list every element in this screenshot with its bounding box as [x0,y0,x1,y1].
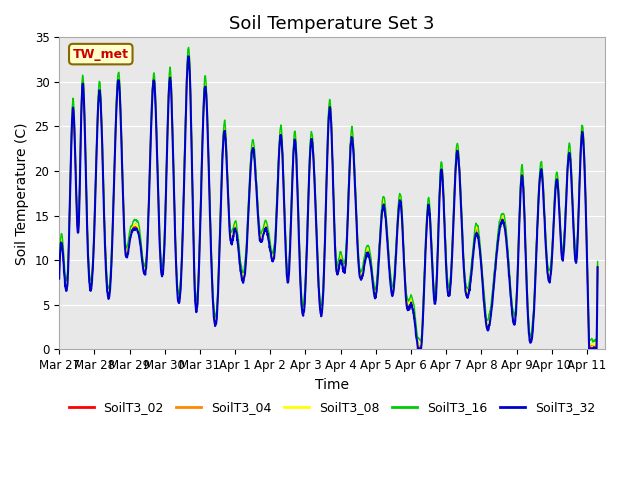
SoilT3_16 [184,45,192,50]
SoilT3_32 [594,264,602,270]
SoilT3_08 [185,48,193,54]
SoilT3_04 [578,127,586,132]
SoilT3_08 [83,198,90,204]
SoilT3_08 [55,271,63,276]
SoilT3_32 [579,129,586,134]
SoilT3_04 [55,271,63,276]
SoilT3_32 [303,244,311,250]
SoilT3_16 [317,302,325,308]
Line: SoilT3_02: SoilT3_02 [59,55,598,348]
SoilT3_32 [83,205,90,211]
SoilT3_02 [586,346,593,351]
Title: Soil Temperature Set 3: Soil Temperature Set 3 [229,15,435,33]
Line: SoilT3_32: SoilT3_32 [59,56,598,349]
SoilT3_32 [480,297,488,303]
SoilT3_08 [415,343,422,349]
SoilT3_16 [83,194,90,200]
SoilT3_02 [578,129,586,135]
SoilT3_32 [55,276,63,281]
Line: SoilT3_08: SoilT3_08 [59,51,598,346]
SoilT3_02 [303,240,311,246]
SoilT3_08 [480,288,488,294]
Legend: SoilT3_02, SoilT3_04, SoilT3_08, SoilT3_16, SoilT3_32: SoilT3_02, SoilT3_04, SoilT3_08, SoilT3_… [63,396,600,419]
SoilT3_08 [594,261,602,266]
SoilT3_02 [185,52,193,58]
SoilT3_32 [317,313,325,319]
SoilT3_32 [414,347,422,352]
SoilT3_08 [317,305,325,311]
SoilT3_04 [594,261,602,267]
SoilT3_04 [590,345,598,350]
Text: TW_met: TW_met [73,48,129,60]
SoilT3_32 [184,53,192,59]
SoilT3_02 [479,289,487,295]
X-axis label: Time: Time [315,378,349,392]
SoilT3_16 [479,282,487,288]
SoilT3_16 [579,123,586,129]
SoilT3_02 [579,128,586,134]
SoilT3_04 [579,126,586,132]
Y-axis label: Soil Temperature (C): Soil Temperature (C) [15,122,29,264]
SoilT3_04 [303,239,311,245]
SoilT3_16 [594,259,602,264]
SoilT3_04 [83,201,90,207]
SoilT3_04 [184,50,192,56]
SoilT3_16 [589,339,597,345]
SoilT3_02 [55,272,63,278]
SoilT3_02 [594,265,602,271]
Line: SoilT3_16: SoilT3_16 [59,48,598,342]
SoilT3_02 [317,310,325,315]
SoilT3_16 [578,122,586,128]
SoilT3_32 [579,131,586,136]
SoilT3_02 [83,202,90,208]
SoilT3_08 [579,124,586,130]
SoilT3_16 [55,266,63,272]
SoilT3_08 [303,238,311,243]
SoilT3_16 [303,231,311,237]
SoilT3_04 [479,288,487,294]
SoilT3_04 [317,308,325,314]
SoilT3_08 [579,124,586,130]
Line: SoilT3_04: SoilT3_04 [59,53,598,348]
